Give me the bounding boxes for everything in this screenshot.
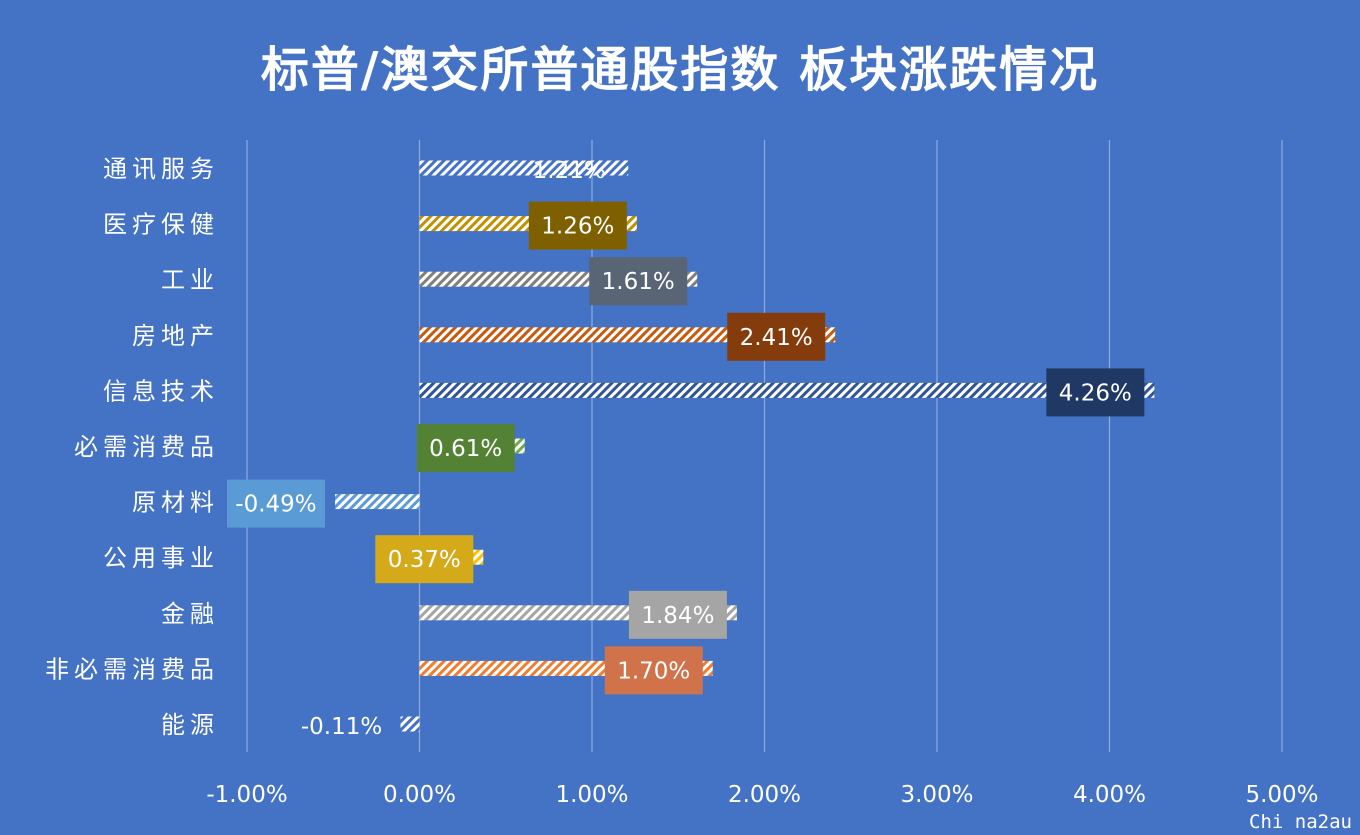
category-label: 公用事业 (103, 544, 219, 572)
x-tick-label: 5.00% (1245, 782, 1318, 808)
data-label: 2.41% (740, 325, 813, 351)
data-label-box (727, 312, 826, 361)
x-tick-label: 0.00% (383, 782, 456, 808)
bar (419, 160, 629, 176)
category-label: 必需消费品 (74, 433, 219, 461)
data-label-box (604, 646, 703, 695)
category-label: 房地产 (132, 322, 219, 350)
data-label-box (528, 201, 627, 250)
data-label: 1.84% (641, 603, 714, 629)
x-tick-label: -1.00% (206, 782, 287, 808)
bar (419, 382, 1155, 398)
x-tick-label: 2.00% (728, 782, 801, 808)
category-label: 非必需消费品 (45, 655, 219, 683)
data-label: 0.37% (388, 547, 461, 573)
data-label: -0.49% (235, 492, 316, 518)
category-label: 医疗保健 (103, 211, 219, 239)
category-label: 原材料 (132, 489, 219, 517)
category-label: 金融 (161, 600, 219, 628)
data-label-box (628, 590, 727, 639)
data-label: 1.21% (533, 158, 606, 184)
data-label: 1.26% (541, 214, 614, 240)
data-label: 0.61% (429, 436, 502, 462)
bar (334, 494, 420, 510)
category-label: 信息技术 (103, 377, 219, 405)
data-label: -0.11% (301, 714, 382, 740)
chart-title: 标普/澳交所普通股指数 板块涨跌情况 (260, 42, 1100, 98)
watermark: Chi na2au (1249, 811, 1352, 833)
data-label-box (1046, 368, 1145, 417)
data-label-box (589, 257, 688, 306)
data-label: 1.61% (602, 269, 675, 295)
bar (400, 716, 420, 732)
category-label: 通讯服务 (103, 155, 219, 183)
category-label: 工业 (161, 266, 219, 294)
data-label: 1.70% (617, 658, 690, 684)
data-label-box (375, 535, 474, 584)
category-label: 能源 (161, 711, 219, 739)
x-tick-label: 3.00% (900, 782, 973, 808)
data-label-box (226, 479, 325, 528)
x-tick-label: 1.00% (555, 782, 628, 808)
data-label: 4.26% (1059, 380, 1132, 406)
data-label-box (416, 424, 515, 472)
x-tick-label: 4.00% (1073, 782, 1146, 808)
